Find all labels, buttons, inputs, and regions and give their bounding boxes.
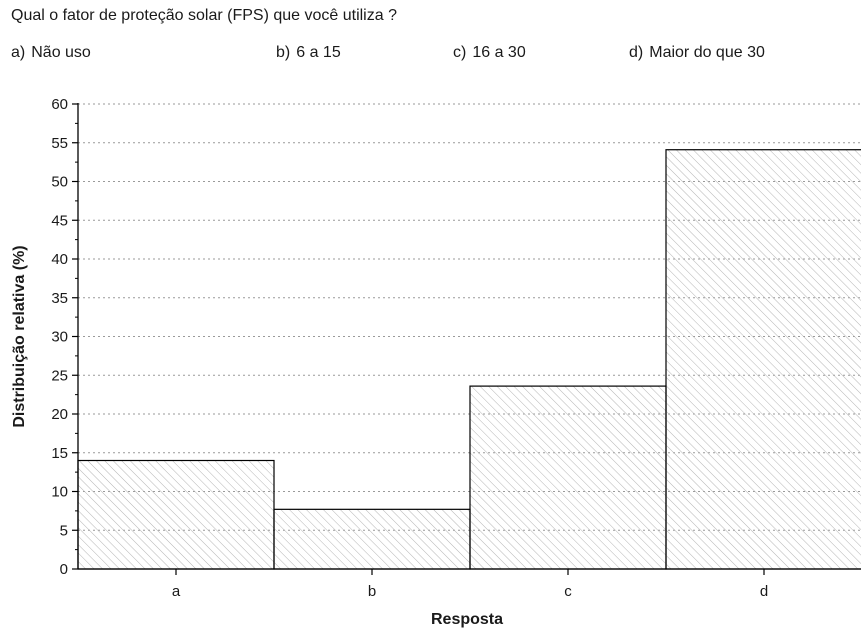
y-tick-label: 45 <box>51 212 68 229</box>
y-tick-label: 35 <box>51 290 68 307</box>
option-d-text: Maior do que 30 <box>649 44 765 61</box>
y-tick-label: 5 <box>60 522 68 539</box>
y-tick-label: 60 <box>51 96 68 113</box>
y-tick-label: 15 <box>51 445 68 462</box>
option-d-letter: d) <box>629 44 644 61</box>
option-c-letter: c) <box>453 44 467 61</box>
bar-b <box>273 508 471 570</box>
answer-options: a) Não uso b) 6 a 15 c) 16 a 30 d) Maior do … <box>0 42 861 64</box>
y-tick-label: 40 <box>51 251 68 268</box>
y-tick-label: 50 <box>51 174 68 191</box>
x-tick-label: c <box>564 583 572 600</box>
option-c-text: 16 a 30 <box>472 44 526 61</box>
option-d: d) Maior do que 30 <box>629 42 765 64</box>
x-tick-label: d <box>760 583 768 600</box>
x-tick-label: b <box>368 583 376 600</box>
y-tick-label: 55 <box>51 135 68 152</box>
survey-question: Qual o fator de proteção solar (FPS) que… <box>11 7 397 24</box>
x-axis-title: Resposta <box>431 611 503 628</box>
bar-c <box>469 385 667 570</box>
bar-d <box>665 149 861 570</box>
option-b-letter: b) <box>276 44 291 61</box>
x-tick-label: a <box>172 583 181 600</box>
option-b: b) 6 a 15 <box>276 42 341 64</box>
y-tick-label: 20 <box>51 406 68 423</box>
y-tick-label: 25 <box>51 367 68 384</box>
y-tick-label: 30 <box>51 329 68 346</box>
y-tick-label: 10 <box>51 484 68 501</box>
bar-a <box>77 459 275 570</box>
option-a: a) Não uso <box>11 42 91 64</box>
y-tick-label: 0 <box>60 561 68 578</box>
option-b-text: 6 a 15 <box>296 44 341 61</box>
option-a-text: Não uso <box>31 44 91 61</box>
option-c: c) 16 a 30 <box>453 42 526 64</box>
option-a-letter: a) <box>11 44 26 61</box>
y-axis-title: Distribuição relativa (%) <box>11 245 28 427</box>
